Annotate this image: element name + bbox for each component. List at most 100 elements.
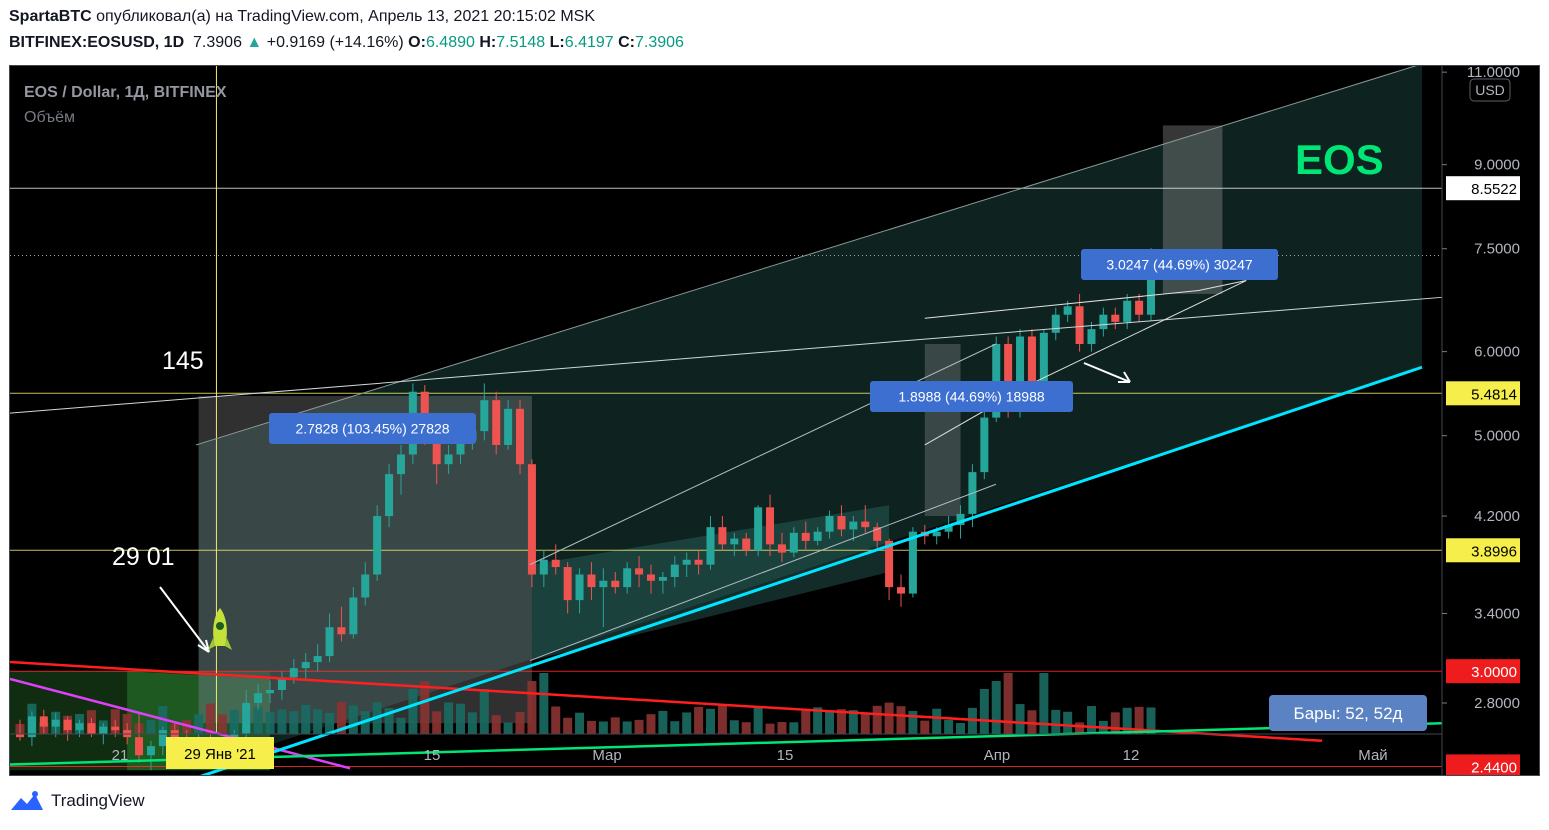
volume-bar — [1051, 709, 1061, 734]
price-level-label: 8.5522 — [1446, 176, 1520, 201]
candle-body — [1063, 306, 1072, 315]
symbol-name: BITFINEX:EOSUSD, 1D — [9, 34, 185, 51]
candle-body — [51, 719, 60, 727]
candle-body — [694, 559, 703, 565]
volume-bar — [205, 703, 215, 734]
candle-body — [908, 531, 917, 594]
volume-bar — [860, 713, 870, 734]
volume-bar — [1122, 707, 1132, 734]
symbol-info: BITFINEX:EOSUSD, 1D 7.3906 ▲ +0.9169 (+1… — [9, 34, 684, 52]
candle-body — [539, 559, 548, 575]
candle-body — [789, 532, 798, 553]
volume-bar — [1003, 673, 1013, 734]
candle-body — [242, 702, 251, 734]
candle-body — [492, 400, 501, 445]
candle-body — [587, 574, 596, 588]
candle-body — [599, 580, 608, 588]
published-text: опубликовал(а) на TradingView.com, Апрел… — [96, 8, 595, 25]
volume-bar — [1086, 706, 1096, 734]
candle-body — [277, 677, 286, 691]
candle-body — [516, 408, 525, 465]
volume-bar — [598, 721, 608, 734]
volume-bar — [253, 707, 263, 734]
high-value: 7.5148 — [496, 34, 546, 51]
volume-bar — [348, 705, 358, 734]
candle-body — [1135, 300, 1144, 315]
inner-channel-bottom — [529, 483, 997, 662]
candle-body — [837, 516, 846, 530]
volume-bar — [527, 681, 537, 734]
volume-bar — [753, 706, 763, 734]
volume-bar — [325, 712, 335, 734]
volume-bar — [503, 722, 513, 734]
author-name[interactable]: SpartaBTC — [9, 8, 92, 25]
volume-bar — [182, 719, 192, 734]
volume-bar — [908, 710, 918, 734]
close-value: 7.3906 — [635, 34, 684, 51]
svg-text:3.0247 (44.69%) 30247: 3.0247 (44.69%) 30247 — [1106, 257, 1253, 273]
mid-channel-zone — [531, 505, 890, 661]
measure-label-3: 3.0247 (44.69%) 30247 — [1081, 249, 1278, 280]
volume-bar — [444, 702, 454, 734]
volume-bar — [301, 704, 311, 734]
candle-body — [1111, 314, 1120, 322]
candle-body — [313, 656, 322, 663]
volume-bar — [622, 721, 632, 734]
volume-bar — [563, 717, 573, 734]
chart-legend-title: EOS / Dollar, 1Д, BITFINEX — [24, 84, 227, 101]
candle-body — [456, 440, 465, 455]
volume-bar — [848, 710, 858, 734]
volume-bar — [396, 717, 406, 734]
candle-body — [706, 527, 715, 565]
price-tick-label: 11.0000 — [1467, 66, 1520, 81]
magenta-trendline — [10, 677, 351, 770]
volume-bar — [896, 706, 906, 734]
candle-body — [825, 516, 834, 532]
volume-bar — [956, 723, 966, 734]
candle-body — [670, 564, 679, 577]
open-value: 6.4890 — [425, 34, 475, 51]
candle-body — [635, 568, 644, 575]
volume-bar — [682, 712, 692, 734]
candle-body — [75, 723, 84, 731]
volume-bar — [336, 702, 346, 734]
candle-body — [885, 540, 894, 588]
volume-bar — [717, 705, 727, 734]
cyan-support-line — [200, 365, 1423, 775]
count-label: 145 — [162, 347, 204, 375]
price-tick-label: 9.0000 — [1474, 157, 1520, 174]
candle-body — [301, 662, 310, 669]
footer-brand[interactable]: TradingView — [51, 791, 145, 810]
candle-body — [956, 513, 965, 525]
chart-canvas[interactable]: EOS 145 29 01 2.7828 (103.45%) 27828 1.8988 … — [10, 66, 1540, 776]
chart-frame[interactable]: EOS 145 29 01 2.7828 (103.45%) 27828 1.8988 … — [9, 65, 1540, 776]
candle-body — [396, 454, 405, 475]
candle-body — [27, 716, 36, 738]
candle-body — [349, 597, 358, 635]
candle-body — [1099, 314, 1108, 330]
candle-body — [337, 627, 346, 635]
candle-body — [992, 343, 1001, 418]
ascending-channel-zone — [198, 66, 1422, 769]
volume-bar — [836, 709, 846, 734]
svg-text:1.8988 (44.69%) 18988: 1.8988 (44.69%) 18988 — [898, 389, 1045, 405]
candle-body — [575, 574, 584, 601]
candle-body — [777, 544, 786, 553]
candle-body — [813, 531, 822, 541]
volume-bar — [944, 719, 954, 734]
price-tick-label: 4.2000 — [1474, 508, 1520, 525]
candle-body — [1087, 329, 1096, 344]
price-tick-label: 2.8000 — [1474, 695, 1520, 712]
candle-body — [658, 576, 667, 581]
candle-body — [849, 521, 858, 530]
volume-bar — [455, 703, 465, 734]
measure-box-2 — [924, 343, 961, 517]
volume-bar — [610, 717, 620, 734]
candle-body — [87, 723, 96, 734]
volume-bar — [289, 711, 299, 734]
publish-info: SpartaBTC опубликовал(а) на TradingView.… — [9, 8, 595, 26]
candle-body — [896, 587, 905, 594]
candle-body — [289, 668, 298, 678]
svg-text:Бары: 52, 52д: Бары: 52, 52д — [1294, 704, 1403, 723]
volume-bar — [741, 722, 751, 734]
